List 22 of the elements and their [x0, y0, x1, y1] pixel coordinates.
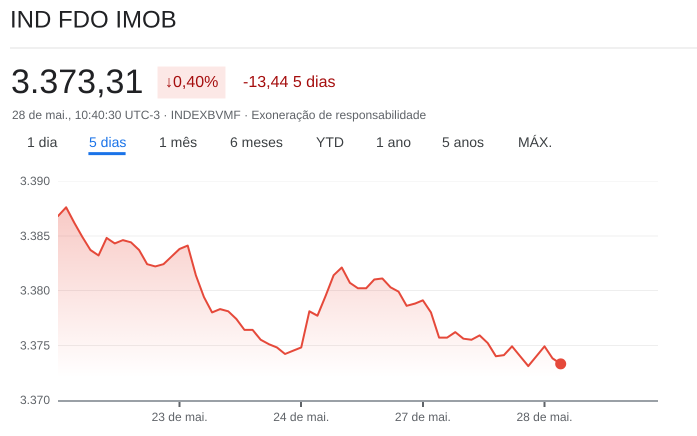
text: 3.373,31 — [11, 63, 144, 101]
chart-title: IND FDO IMOB — [10, 6, 177, 34]
y-tick-label: 3.370 — [20, 393, 50, 408]
x-tick-label: 24 de mai. — [273, 410, 330, 424]
text: 5 anos — [442, 134, 484, 150]
y-tick-label: 3.380 — [20, 284, 50, 298]
y-tick-label: 3.375 — [20, 338, 50, 352]
y-tick-label: 3.385 — [20, 228, 50, 243]
y-tick-label: 3.390 — [20, 174, 50, 188]
chart-subtitle: 28 de mai., 10:40:30 UTC-3 · INDEXBVMF · Exoneração de responsabilidade — [12, 108, 427, 122]
text: 1 mês — [159, 134, 198, 150]
text: YTD — [316, 134, 344, 150]
text: -13,44 5 dias — [243, 74, 336, 91]
text: 1 dia — [27, 134, 58, 150]
text: 1 ano — [376, 134, 412, 150]
text: ↓0,40% — [165, 74, 218, 91]
x-tick-label: 23 de mai. — [152, 410, 208, 424]
text: MÁX. — [518, 134, 552, 150]
text: 6 meses — [230, 134, 283, 150]
x-tick-label: 28 de mai. — [516, 410, 573, 424]
text: 5 dias — [89, 134, 126, 150]
x-tick-label: 27 de mai. — [394, 410, 451, 424]
